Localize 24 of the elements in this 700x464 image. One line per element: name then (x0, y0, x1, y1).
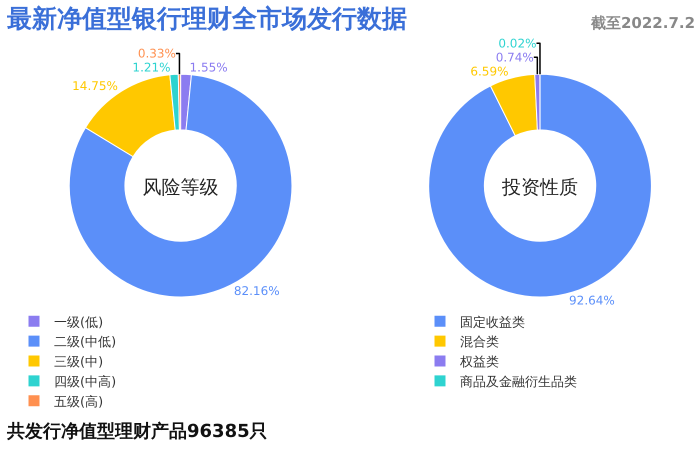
text: 共发行净值型理财产品96385只 (6, 421, 268, 442)
legend-label: 混合类 (460, 335, 499, 350)
legend-label: 权益类 (459, 355, 499, 370)
legend-label: 商品及金融衍生品类 (460, 374, 577, 390)
data-label: 0.74% (496, 50, 534, 64)
legend-label: 三级(中) (54, 355, 104, 370)
data-label: 0.33% (138, 46, 176, 60)
text: 风险等级 (142, 176, 219, 199)
data-label: 1.55% (190, 60, 228, 74)
data-label: 82.16% (234, 284, 280, 298)
data-label: 92.64% (569, 294, 615, 308)
text: 投资性质 (501, 176, 578, 199)
legend-label: 一级(低) (54, 315, 104, 330)
legend-label: 二级(中低) (54, 335, 116, 350)
data-label: 0.02% (498, 36, 536, 50)
legend-label: 四级(中高) (54, 374, 116, 390)
data-label: 14.75% (72, 79, 118, 94)
data-label: 1.21% (132, 60, 171, 74)
legend-label: 五级(高) (54, 394, 104, 410)
legend-label: 固定收益类 (460, 315, 525, 330)
text: 最新净值型银行理财全市场发行数据 (6, 4, 407, 33)
text: 截至2022.7.2 (590, 14, 696, 32)
data-label: 6.59% (470, 64, 508, 78)
donut-slice (68, 74, 292, 298)
